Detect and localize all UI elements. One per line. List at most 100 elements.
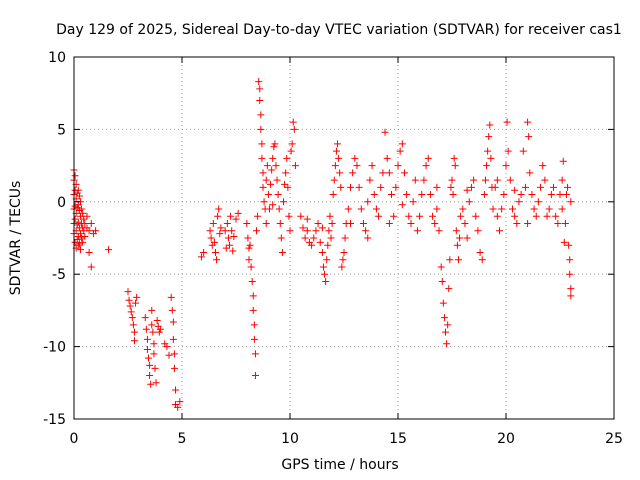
data-point [381,128,389,136]
data-point [416,212,424,220]
data-point [444,321,452,329]
data-point [451,162,459,170]
data-point [125,296,133,304]
data-point [353,162,361,170]
data-point [341,234,349,242]
data-point [269,201,277,209]
y-tick-label: 0 [57,195,66,211]
data-point [243,220,251,228]
data-point [407,220,415,228]
data-point [146,361,154,369]
data-point [329,191,337,199]
data-point [322,277,330,285]
data-point [459,205,467,213]
data-point [377,183,385,191]
data-point [105,246,113,254]
data-point [262,220,270,228]
data-point [92,227,100,235]
data-point [454,256,462,264]
data-point [331,162,339,170]
data-point [398,201,406,209]
data-point [170,364,178,372]
data-point [83,212,91,220]
data-point [263,162,271,170]
data-point [273,176,281,184]
data-point [214,212,222,220]
data-point [422,162,430,170]
x-tick-label: 25 [605,431,623,447]
data-point [324,241,332,249]
data-point [176,398,184,406]
data-point [210,238,218,246]
data-point [562,191,570,199]
data-point [515,198,523,206]
data-point [148,306,156,314]
data-point [476,248,484,256]
data-point [534,198,542,206]
data-point [126,302,134,310]
data-point [244,234,252,242]
data-point [388,191,396,199]
data-point [565,241,573,249]
data-point [289,118,297,126]
data-point [79,238,87,246]
data-point [258,140,266,148]
data-point [517,191,525,199]
data-point [431,220,439,228]
data-point [340,248,348,256]
data-point [566,270,574,278]
data-point [409,198,417,206]
data-point [484,147,492,155]
data-point [521,183,529,191]
data-point [446,256,454,264]
x-axis-label: GPS time / hours [281,457,398,473]
data-point [224,234,232,242]
data-point [480,191,488,199]
data-point [221,227,229,235]
data-point [284,183,292,191]
data-point [85,248,93,256]
data-point [75,240,83,248]
data-point [150,350,158,358]
data-point [383,154,391,162]
data-point [346,183,354,191]
data-point [314,220,322,228]
data-point [155,328,163,336]
data-point [504,147,512,155]
data-point [143,345,151,353]
data-point [169,318,177,326]
data-point [229,247,237,255]
data-point [200,248,208,256]
data-point [276,220,284,228]
data-point [486,121,494,129]
data-point [552,212,560,220]
data-point [485,133,493,141]
data-point [442,328,450,336]
data-point [567,198,575,206]
data-point [169,335,177,343]
data-point [332,147,340,155]
data-point [216,230,224,238]
data-point [265,205,273,213]
data-point [561,220,569,228]
data-point [398,140,406,148]
data-points [70,78,575,411]
data-point [234,209,242,217]
data-point [467,183,475,191]
data-point [566,256,574,264]
y-tick-label: -15 [43,412,66,428]
data-point [461,220,469,228]
data-point [435,227,443,235]
data-point [272,162,280,170]
data-point [209,220,217,228]
x-tick-label: 15 [389,431,407,447]
data-point [545,205,553,213]
data-point [213,256,221,264]
data-point [456,234,464,242]
data-point [78,205,86,213]
y-tick-label: -5 [52,267,66,283]
data-point [355,183,363,191]
data-point [543,212,551,220]
data-point [269,154,277,162]
data-point [167,293,175,301]
